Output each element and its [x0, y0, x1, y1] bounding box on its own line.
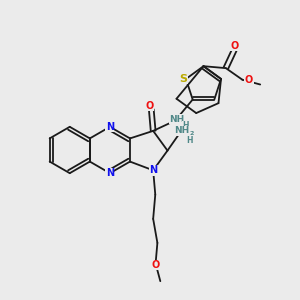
Text: O: O	[152, 260, 160, 270]
Text: N: N	[106, 168, 114, 178]
Text: O: O	[231, 41, 239, 51]
Text: O: O	[245, 75, 253, 85]
Text: H: H	[187, 136, 193, 145]
Text: NH: NH	[174, 126, 189, 135]
Text: NH: NH	[169, 115, 184, 124]
Text: N: N	[149, 165, 157, 175]
Text: 2: 2	[189, 131, 194, 136]
Text: S: S	[180, 74, 188, 84]
Text: O: O	[146, 101, 154, 111]
Text: H: H	[182, 122, 189, 130]
Text: N: N	[106, 122, 114, 132]
